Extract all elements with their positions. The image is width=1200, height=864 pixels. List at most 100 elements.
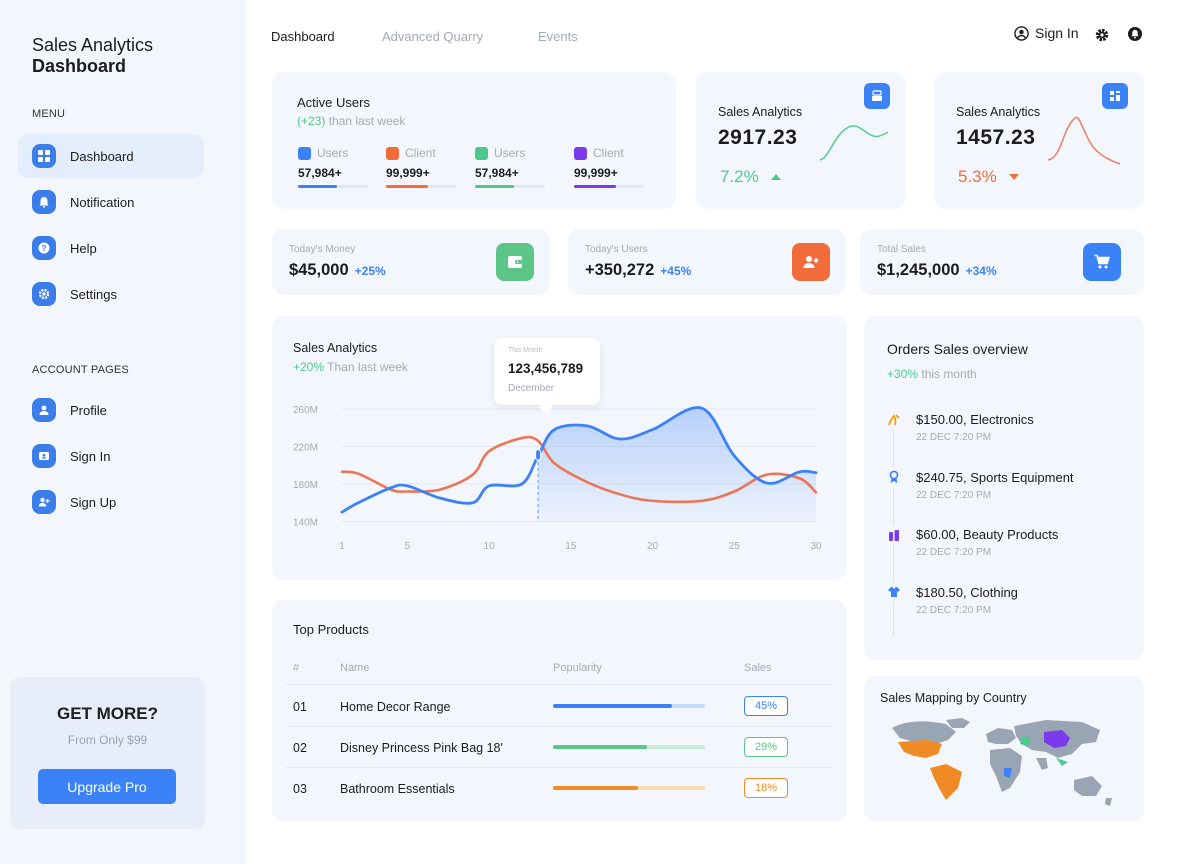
- world-map: [892, 718, 1112, 806]
- row-number: 01: [293, 700, 307, 714]
- upgrade-promo: GET MORE? From Only $99 Upgrade Pro: [10, 677, 205, 829]
- stat-value: 57,984+: [298, 166, 342, 180]
- popularity-bar: [553, 704, 705, 708]
- progress-fill: [475, 185, 514, 188]
- help-icon: ?: [32, 236, 56, 260]
- sidebar-item-signin[interactable]: Sign In: [18, 434, 204, 478]
- sidebar-item-notification[interactable]: Notification: [18, 180, 204, 224]
- series-line-orange: [340, 435, 818, 504]
- account-pages-heading: ACCOUNT PAGES: [32, 364, 129, 376]
- order-date: 22 DEC 7:20 PM: [916, 547, 992, 558]
- stat-delta: +25%: [354, 264, 386, 278]
- sidebar-item-label: Profile: [70, 402, 107, 418]
- table-row[interactable]: 01 Home Decor Range 45%: [272, 686, 847, 726]
- sidebar-item-label: Help: [70, 240, 97, 256]
- stat-delta: +34%: [965, 264, 997, 278]
- cart-icon: [1083, 243, 1121, 281]
- sidebar-item-settings[interactable]: Settings: [18, 272, 204, 316]
- todays-money-card: Today's Money $45,000 +25%: [272, 229, 550, 295]
- card-title: Top Products: [293, 622, 369, 637]
- grid-icon: [32, 144, 56, 168]
- sales-analytics-kpi-card: Sales Analytics 1457.23 5.3%: [934, 72, 1144, 209]
- sign-in-link[interactable]: Sign In: [1014, 25, 1079, 41]
- column-header: Sales: [744, 662, 772, 674]
- gear-icon[interactable]: [1094, 27, 1110, 48]
- sidebar-item-label: Notification: [70, 194, 135, 210]
- sidebar-item-label: Settings: [70, 286, 117, 302]
- promo-title: GET MORE?: [56, 704, 159, 723]
- sidebar-item-dashboard[interactable]: Dashboard: [18, 134, 204, 178]
- stat-value: 99,999+: [574, 166, 618, 180]
- stat-value: 99,999+: [386, 166, 430, 180]
- upgrade-pro-button[interactable]: Upgrade Pro: [38, 769, 176, 804]
- table-row[interactable]: 03 Bathroom Essentials 18%: [272, 768, 847, 808]
- progress-fill: [386, 185, 428, 188]
- stat-value: $45,000: [289, 261, 349, 279]
- sales-map-card: Sales Mapping by Country: [864, 676, 1144, 822]
- progress-fill: [298, 185, 337, 188]
- divider: [286, 726, 832, 727]
- tab-dashboard[interactable]: Dashboard: [271, 29, 335, 44]
- stat-label: Today's Money: [289, 244, 356, 255]
- shirt-icon: [885, 583, 903, 601]
- user-plus-icon: [792, 243, 830, 281]
- sales-pill: 45%: [744, 696, 788, 716]
- popularity-fill: [553, 704, 672, 708]
- x-tick-label: 15: [565, 541, 577, 552]
- y-tick-label: 260M: [293, 405, 318, 416]
- tooltip-label: This Month: [508, 347, 543, 354]
- active-users-stat: Client 99,999+: [386, 146, 456, 188]
- column-header: Name: [340, 662, 370, 674]
- tab-events[interactable]: Events: [538, 29, 578, 44]
- y-tick-label: 220M: [293, 443, 318, 454]
- order-title: $180.50, Clothing: [916, 585, 1018, 600]
- card-title: Sales Analytics: [718, 105, 803, 119]
- map-region-brazil: [930, 764, 962, 800]
- map-region-green: [1020, 736, 1030, 746]
- orders-overview-card: Orders Sales overview +30% this month $1…: [864, 316, 1144, 660]
- sparkline: [819, 125, 889, 161]
- card-subtitle: (+23) than last week: [297, 114, 406, 128]
- y-tick-label: 180M: [293, 480, 318, 491]
- table-row[interactable]: 02 Disney Princess Pink Bag 18' 29%: [272, 727, 847, 767]
- y-tick-label: 140M: [293, 518, 318, 529]
- product-name: Bathroom Essentials: [340, 782, 455, 796]
- stat-value: +350,272: [585, 261, 655, 279]
- sidebar-item-help[interactable]: ? Help: [18, 226, 204, 270]
- client-icon: [386, 146, 399, 160]
- sparkline: [1047, 116, 1121, 165]
- stat-value: 57,984+: [475, 166, 519, 180]
- order-date: 22 DEC 7:20 PM: [916, 432, 992, 443]
- popularity-fill: [553, 786, 639, 790]
- menu-heading: MENU: [32, 108, 66, 120]
- sidebar-item-profile[interactable]: Profile: [18, 388, 204, 432]
- stat-row: $45,000 +25%: [289, 261, 386, 280]
- card-title: Active Users: [297, 95, 370, 110]
- app-title: Sales Analytics: [32, 35, 154, 55]
- kpi-value: 2917.23: [718, 126, 798, 149]
- map-region-green: [1056, 758, 1068, 766]
- x-tick-label: 20: [647, 541, 659, 552]
- wallet-icon: [496, 243, 534, 281]
- sidebar-item-label: Sign In: [70, 448, 111, 464]
- progress-bar: [386, 185, 456, 188]
- promo-subtitle: From Only $99: [67, 733, 148, 747]
- sidebar-item-signup[interactable]: Sign Up: [18, 480, 204, 524]
- notification-bell-icon[interactable]: [1127, 26, 1143, 47]
- svg-text:?: ?: [42, 244, 47, 253]
- row-number: 02: [293, 741, 307, 755]
- card-title: Sales Mapping by Country: [880, 691, 1027, 705]
- tooltip-sub: December: [508, 383, 555, 394]
- stat-label: Total Sales: [877, 244, 926, 255]
- kpi-change: 5.3%: [958, 167, 1019, 187]
- active-users-stat: Users 57,984+: [475, 146, 545, 188]
- x-tick-label: 1: [339, 541, 345, 552]
- stat-label: Today's Users: [585, 244, 648, 255]
- map-region-usa: [898, 740, 942, 758]
- series-line-blue: [340, 406, 818, 514]
- order-date: 22 DEC 7:20 PM: [916, 490, 992, 501]
- sidebar-item-label: Sign Up: [70, 494, 117, 510]
- rocket-icon: [885, 411, 903, 429]
- tab-advanced-quarry[interactable]: Advanced Quarry: [382, 29, 484, 44]
